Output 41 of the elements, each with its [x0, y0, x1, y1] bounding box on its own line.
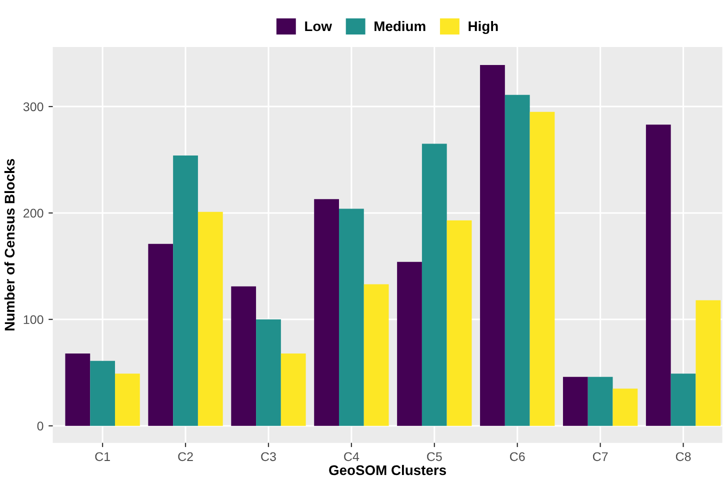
bar — [231, 286, 256, 426]
bar — [530, 112, 555, 426]
bar — [562, 376, 588, 426]
bar — [480, 65, 505, 426]
bar — [115, 374, 140, 426]
bar — [646, 124, 671, 426]
bar — [90, 360, 115, 426]
x-tick-label: C8 — [676, 452, 691, 462]
bar — [588, 376, 613, 426]
x-tick-label: C2 — [178, 452, 193, 462]
y-tick-label: 0 — [37, 422, 44, 430]
x-axis-title: GeoSOM Clusters — [329, 464, 446, 476]
bar — [696, 300, 721, 426]
bar — [422, 144, 447, 426]
bar — [504, 94, 530, 426]
bar — [173, 156, 198, 426]
x-tick-label: C5 — [427, 452, 442, 462]
y-axis-title: Number of Census Blocks — [4, 159, 15, 330]
legend-label: High — [468, 20, 498, 34]
x-tick-label: C1 — [95, 452, 110, 462]
legend-label: Low — [305, 21, 332, 32]
y-tick-label: 300 — [23, 102, 44, 112]
bar — [314, 199, 339, 426]
bar — [446, 220, 472, 426]
bar — [148, 244, 174, 426]
bar — [364, 284, 389, 426]
bar — [397, 262, 422, 426]
y-tick-label: 100 — [24, 315, 44, 324]
bar — [256, 319, 281, 426]
bar — [338, 208, 364, 426]
y-tick-label: 200 — [24, 208, 44, 218]
bar — [198, 212, 223, 426]
bar — [612, 388, 638, 426]
bar — [65, 353, 90, 426]
x-tick-label: C4 — [344, 452, 360, 462]
x-tick-label: C3 — [261, 452, 276, 462]
bar — [670, 374, 696, 426]
legend-label: Medium — [374, 20, 426, 32]
x-tick-label: C6 — [510, 452, 525, 462]
bar — [280, 353, 306, 426]
x-tick-label: C7 — [592, 452, 608, 462]
